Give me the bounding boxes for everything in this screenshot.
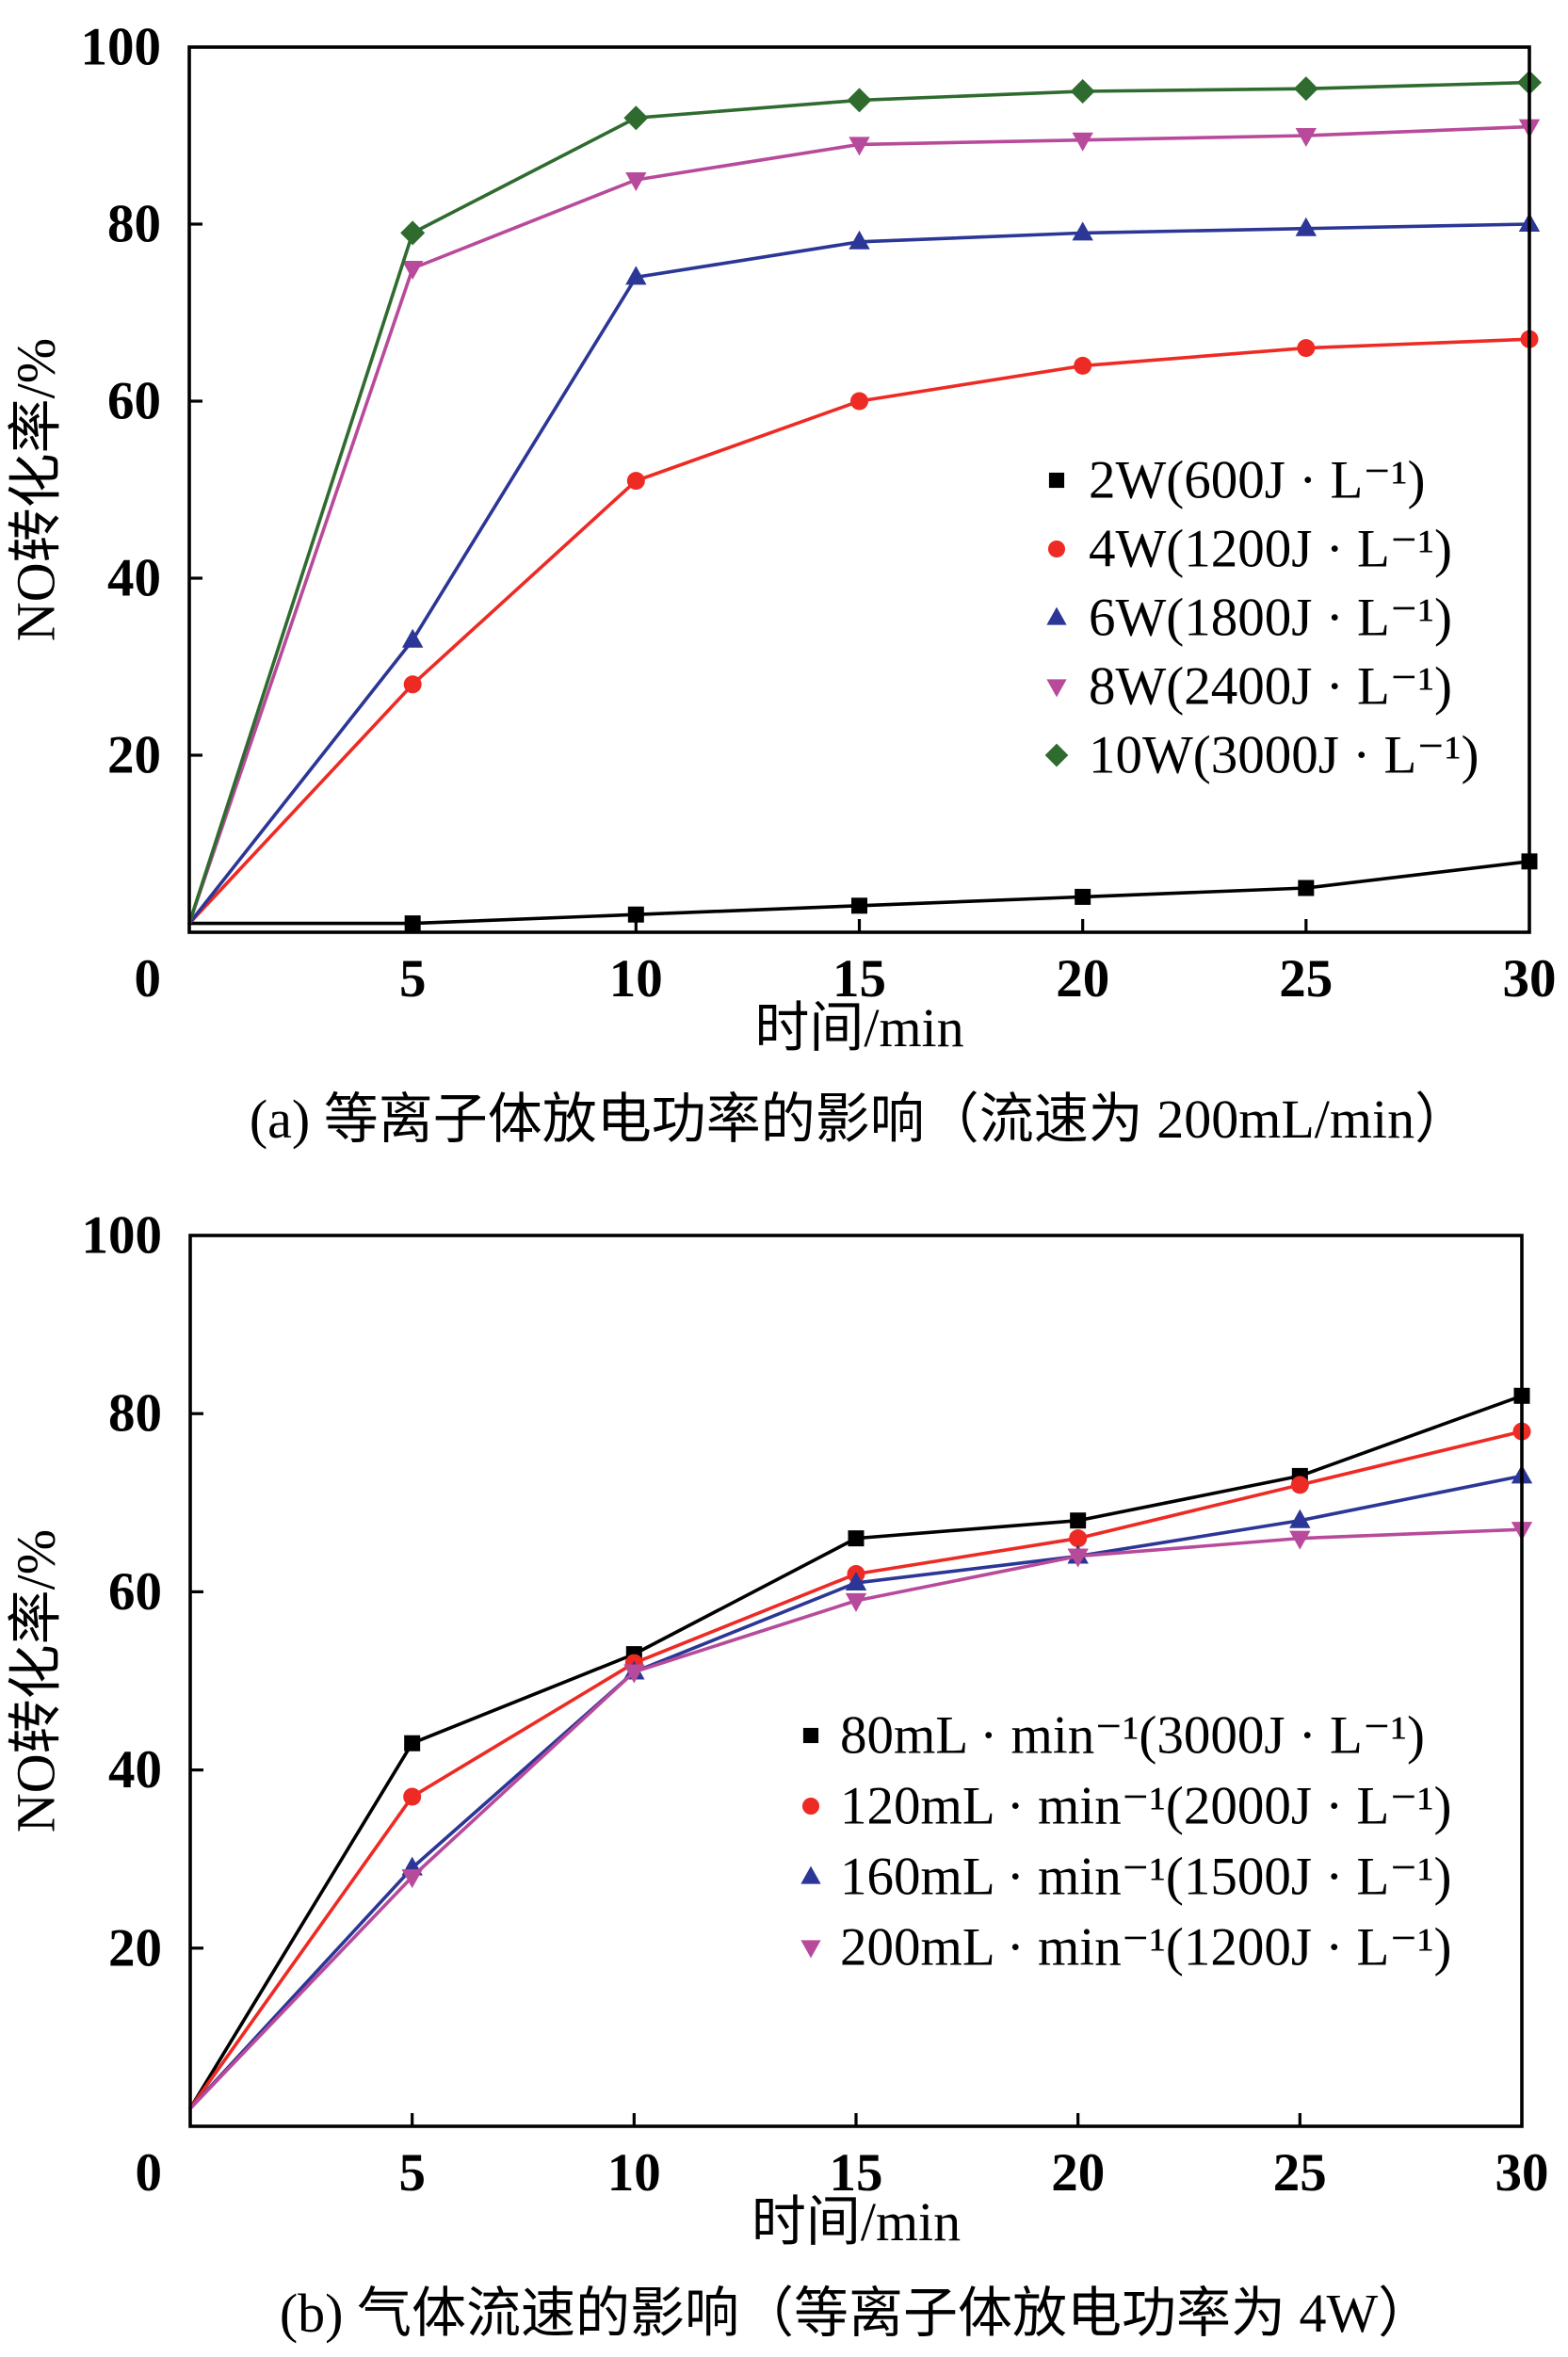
svg-text:0: 0 [135,949,162,1009]
svg-text:2W(600J · L⁻¹): 2W(600J · L⁻¹) [1089,451,1425,510]
svg-text:20: 20 [1051,2143,1105,2203]
svg-text:200mL · min⁻¹(1200J · L⁻¹): 200mL · min⁻¹(1200J · L⁻¹) [840,1918,1452,1978]
svg-text:80: 80 [107,195,161,254]
svg-text:(a) 等离子体放电功率的影响（流速为 200mL/min）: (a) 等离子体放电功率的影响（流速为 200mL/min） [250,1089,1469,1150]
svg-text:10: 10 [607,2143,661,2203]
svg-text:30: 30 [1503,949,1557,1009]
svg-text:60: 60 [108,1562,162,1622]
svg-text:0: 0 [136,2143,163,2203]
svg-text:20: 20 [107,726,161,785]
svg-text:6W(1800J · L⁻¹): 6W(1800J · L⁻¹) [1089,589,1452,648]
svg-text:5: 5 [399,949,427,1009]
svg-text:80mL · min⁻¹(3000J · L⁻¹): 80mL · min⁻¹(3000J · L⁻¹) [840,1706,1425,1766]
svg-text:60: 60 [107,372,161,431]
svg-text:10: 10 [609,949,663,1009]
svg-text:25: 25 [1279,949,1333,1009]
svg-text:5: 5 [398,2143,426,2203]
svg-text:20: 20 [108,1918,162,1978]
svg-text:8W(2400J · L⁻¹): 8W(2400J · L⁻¹) [1089,657,1452,717]
svg-text:时间/min: 时间/min [752,2191,961,2252]
svg-text:NO转化率/%: NO转化率/% [5,338,66,641]
svg-text:25: 25 [1273,2143,1327,2203]
svg-text:40: 40 [107,549,161,608]
svg-text:160mL · min⁻¹(1500J · L⁻¹): 160mL · min⁻¹(1500J · L⁻¹) [840,1848,1452,1907]
svg-text:80: 80 [108,1384,162,1444]
svg-text:40: 40 [108,1740,162,1800]
svg-text:4W(1200J · L⁻¹): 4W(1200J · L⁻¹) [1089,520,1452,579]
svg-text:100: 100 [82,1206,163,1266]
svg-text:20: 20 [1056,949,1109,1009]
svg-text:NO转化率/%: NO转化率/% [5,1529,66,1832]
svg-text:10W(3000J · L⁻¹): 10W(3000J · L⁻¹) [1089,726,1479,785]
svg-text:100: 100 [81,18,162,77]
svg-text:时间/min: 时间/min [754,997,963,1058]
svg-text:30: 30 [1495,2143,1549,2203]
svg-text:(b) 气体流速的影响（等离子体放电功率为 4W）: (b) 气体流速的影响（等离子体放电功率为 4W） [280,2283,1432,2344]
svg-text:120mL · min⁻¹(2000J · L⁻¹): 120mL · min⁻¹(2000J · L⁻¹) [840,1777,1452,1836]
